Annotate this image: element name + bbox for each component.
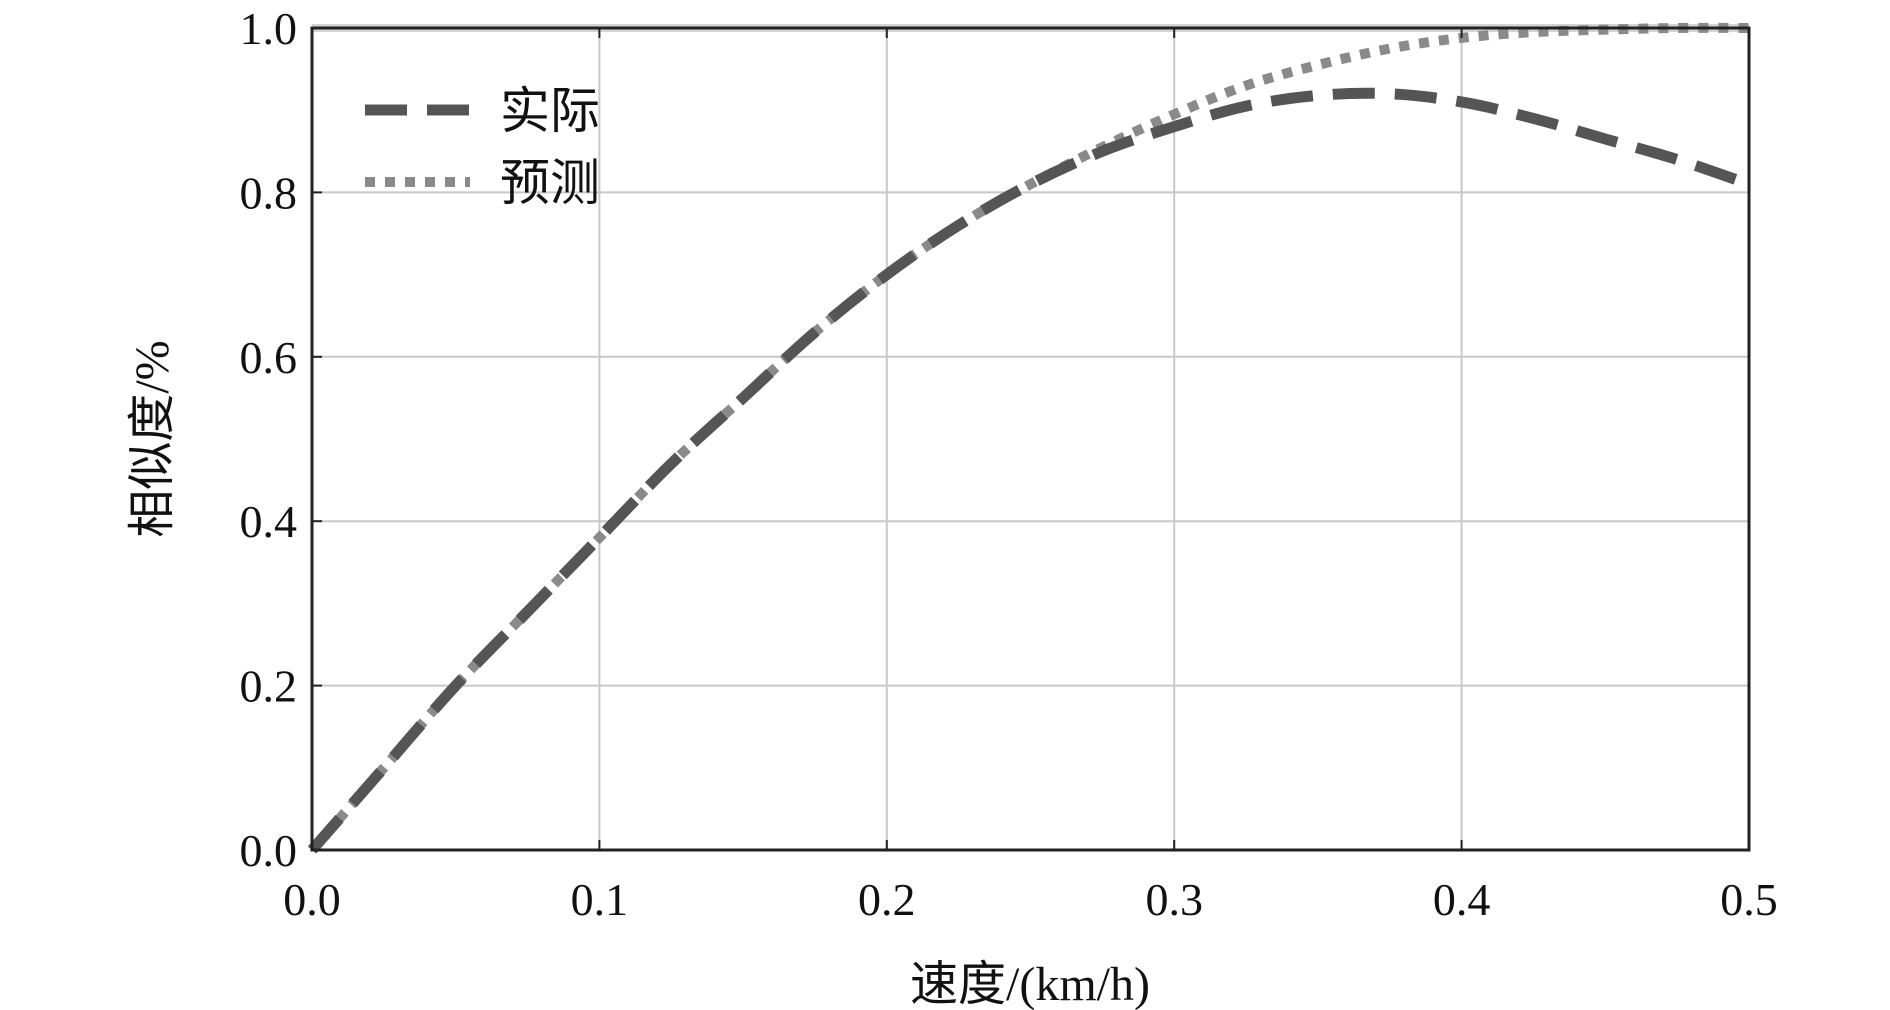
axis-ticks [311, 27, 1750, 851]
series-layer [307, 22, 1751, 854]
plot-frame [310, 26, 1751, 852]
legend-label: 预测 [500, 155, 600, 211]
y-tick-labels: 0.0 0.2 0.4 0.6 0.8 1.0 [240, 3, 298, 876]
y-axis-title: 相似度/% [126, 340, 179, 537]
y-tick-label: 0.2 [240, 661, 298, 712]
y-tick-label: 0.8 [240, 167, 298, 218]
y-tick-label: 0.6 [240, 332, 298, 383]
x-tick-labels: 0.0 0.1 0.2 0.3 0.4 0.5 [283, 874, 1778, 925]
y-tick-label: 1.0 [240, 3, 298, 54]
y-tick-label: 0.0 [240, 825, 298, 876]
x-tick-label: 0.5 [1720, 874, 1778, 925]
x-tick-label: 0.2 [858, 874, 916, 925]
legend-label: 实际 [500, 83, 600, 139]
series-line-actual [307, 87, 1751, 854]
plot-background [312, 28, 1749, 850]
y-tick-label: 0.4 [240, 496, 298, 547]
x-tick-label: 0.1 [571, 874, 629, 925]
x-tick-label: 0.4 [1433, 874, 1491, 925]
x-tick-label: 0.3 [1145, 874, 1203, 925]
x-axis-title: 速度/(km/h) [910, 958, 1150, 1010]
x-tick-label: 0.0 [283, 874, 341, 925]
